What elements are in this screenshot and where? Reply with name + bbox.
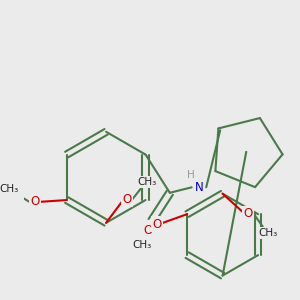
Text: CH₃: CH₃ [259,228,278,238]
Text: H: H [187,170,195,181]
Text: CH₃: CH₃ [0,184,19,194]
Text: N: N [195,181,203,194]
Text: O: O [122,193,132,206]
Text: CH₃: CH₃ [137,177,157,187]
Text: O: O [244,207,253,220]
Text: O: O [143,224,153,238]
Text: O: O [152,218,162,231]
Text: CH₃: CH₃ [132,240,151,250]
Text: O: O [30,195,40,208]
